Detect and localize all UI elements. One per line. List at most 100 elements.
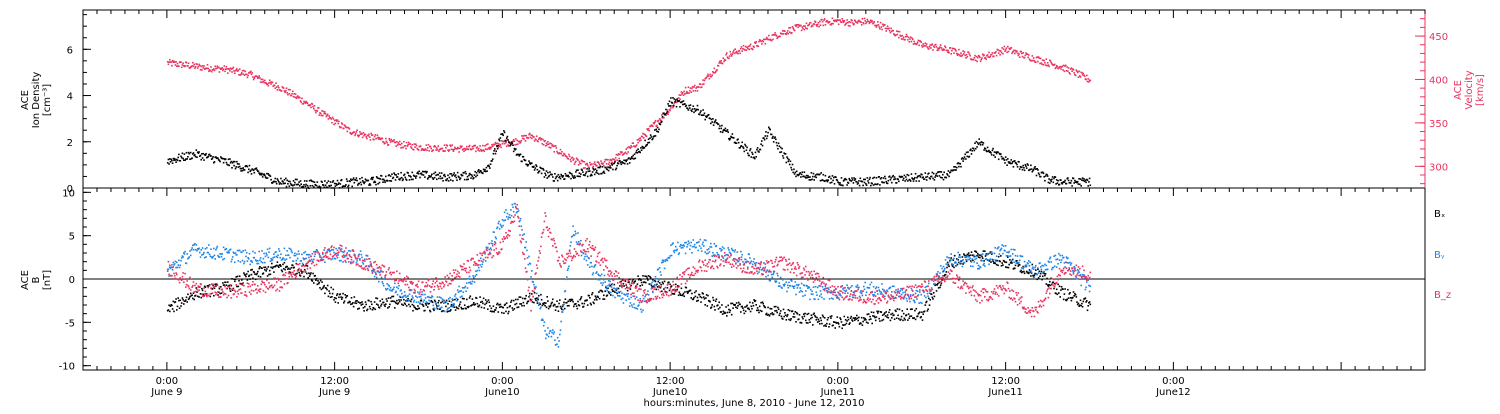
velocity-point xyxy=(238,70,240,72)
velocity-point xyxy=(242,74,244,76)
ion-density-point xyxy=(667,111,669,113)
bx-point xyxy=(999,261,1001,263)
ion-density-point xyxy=(289,185,291,187)
ion-density-point xyxy=(270,176,272,178)
bx-point xyxy=(686,291,688,293)
bx-point xyxy=(341,298,343,300)
bx-point xyxy=(535,298,537,300)
bx-point xyxy=(324,293,326,295)
ion-density-point xyxy=(173,158,175,160)
ion-density-point xyxy=(772,136,774,138)
by-point xyxy=(528,256,530,258)
velocity-point xyxy=(320,113,322,115)
bx-point xyxy=(741,306,743,308)
ion-density-point xyxy=(286,180,288,182)
bx-point xyxy=(543,304,545,306)
by-point xyxy=(622,298,624,300)
velocity-point xyxy=(388,138,390,140)
velocity-point xyxy=(408,142,410,144)
velocity-point xyxy=(730,51,732,53)
bx-point xyxy=(432,302,434,304)
bx-point xyxy=(229,288,231,290)
ion-density-point xyxy=(790,167,792,169)
bx-point xyxy=(382,299,384,301)
velocity-point xyxy=(1087,78,1089,80)
velocity-point xyxy=(627,147,629,149)
by-point xyxy=(741,254,743,256)
ion-density-point xyxy=(906,174,908,176)
bx-point xyxy=(726,315,728,317)
by-point xyxy=(751,260,753,262)
ion-density-point xyxy=(809,179,811,181)
by-point xyxy=(709,251,711,253)
bx-point xyxy=(282,264,284,266)
velocity-point xyxy=(899,31,901,33)
ion-density-point xyxy=(936,175,938,177)
velocity-point xyxy=(420,145,422,147)
ion-density-point xyxy=(694,108,696,110)
by-point xyxy=(586,256,588,258)
by-point xyxy=(744,263,746,265)
by-point xyxy=(794,285,796,287)
velocity-point xyxy=(331,122,333,124)
ion-density-point xyxy=(229,158,231,160)
bx-point xyxy=(732,307,734,309)
velocity-point xyxy=(388,144,390,146)
by-point xyxy=(577,232,579,234)
by-point xyxy=(493,231,495,233)
ion-density-point xyxy=(581,169,583,171)
bx-point xyxy=(890,314,892,316)
by-point xyxy=(239,250,241,252)
bx-point xyxy=(769,315,771,317)
bx-point xyxy=(771,308,773,310)
by-point xyxy=(679,246,681,248)
ion-density-point xyxy=(965,158,967,160)
velocity-point xyxy=(690,87,692,89)
by-point xyxy=(814,299,816,301)
velocity-point xyxy=(999,50,1001,52)
by-point xyxy=(498,223,500,225)
ion-density-point xyxy=(495,150,497,152)
velocity-point xyxy=(964,55,966,57)
velocity-point xyxy=(584,167,586,169)
ion-density-point xyxy=(885,178,887,180)
bx-point xyxy=(1020,270,1022,272)
by-point xyxy=(730,255,732,257)
velocity-point xyxy=(484,145,486,147)
by-point xyxy=(333,252,335,254)
by-point xyxy=(839,293,841,295)
velocity-point xyxy=(477,146,479,148)
by-point xyxy=(221,253,223,255)
ion-density-point xyxy=(636,150,638,152)
velocity-point xyxy=(261,82,263,84)
ion-density-point xyxy=(609,165,611,167)
velocity-point xyxy=(1057,66,1059,68)
velocity-point xyxy=(678,97,680,99)
velocity-point xyxy=(241,72,243,74)
by-point xyxy=(275,251,277,253)
bx-point xyxy=(441,311,443,313)
bx-point xyxy=(337,302,339,304)
ion-density-point xyxy=(848,182,850,184)
by-point xyxy=(810,289,812,291)
bx-point xyxy=(701,297,703,299)
velocity-point xyxy=(593,166,595,168)
bx-point xyxy=(597,296,599,298)
by-point xyxy=(793,287,795,289)
bx-point xyxy=(983,250,985,252)
bx-point xyxy=(642,284,644,286)
bx-point xyxy=(876,316,878,318)
bx-point xyxy=(1053,288,1055,290)
by-point xyxy=(289,248,291,250)
bx-point xyxy=(193,299,195,301)
by-point xyxy=(732,250,734,252)
ion-density-point xyxy=(579,176,581,178)
velocity-point xyxy=(482,145,484,147)
ion-density-point xyxy=(906,179,908,181)
bx-point xyxy=(226,284,228,286)
by-point xyxy=(412,297,414,299)
velocity-point xyxy=(1004,50,1006,52)
ion-density-point xyxy=(283,183,285,185)
ion-density-point xyxy=(447,178,449,180)
bx-point xyxy=(176,309,178,311)
